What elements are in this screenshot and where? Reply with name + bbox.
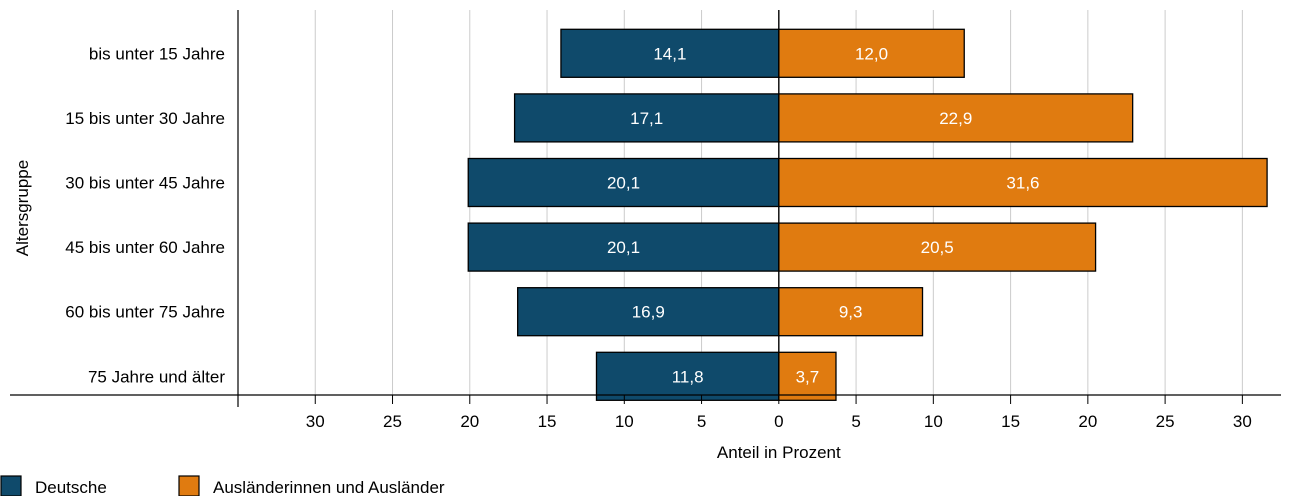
data-label: 20,1 [607,238,640,257]
x-tick-label: 10 [924,412,943,431]
x-tick-label: 5 [697,412,706,431]
bar-deutsche [517,287,780,337]
category-label: 60 bis unter 75 Jahre [65,303,225,322]
data-label: 22,9 [939,109,972,128]
axis-layer: bis unter 15 Jahre 15 bis unter 30 Jahre 3… [10,10,1281,431]
x-axis-title: Anteil in Prozent [717,443,841,462]
x-tick-label: 5 [851,412,860,431]
data-label: 17,1 [630,109,663,128]
category-label: 30 bis unter 45 Jahre [65,174,225,193]
x-tick-label: 15 [1001,412,1020,431]
bar-deutsche [595,351,780,401]
data-label: 16,9 [632,303,665,322]
data-label: 11,8 [672,367,704,386]
data-label: 14,1 [653,44,686,63]
bar-auslaender [778,351,837,401]
x-tick-label: 0 [774,412,783,431]
data-label: 9,3 [839,303,863,322]
x-tick-label: 25 [1156,412,1175,431]
x-tick-label: 30 [1233,412,1252,431]
legend: Deutsche Ausländerinnen und Ausländer [0,475,445,497]
data-label: 3,7 [796,367,820,386]
category-label: bis unter 15 Jahre [89,44,225,63]
x-tick-label: 20 [460,412,479,431]
bar-deutsche [560,28,780,78]
legend-label: Deutsche [35,478,107,496]
legend-swatch [178,475,200,497]
bar-auslaender [778,93,1134,143]
bar-deutsche [467,222,780,272]
bar-auslaender [778,222,1097,272]
legend-swatch [0,475,22,497]
data-label: 20,1 [607,174,640,193]
y-axis-title: Altersgruppe [13,160,32,256]
category-label: 15 bis unter 30 Jahre [65,109,225,128]
data-label: 12,0 [855,44,888,63]
x-tick-label: 25 [383,412,402,431]
x-tick-label: 30 [306,412,325,431]
x-tick-label: 15 [538,412,557,431]
bar-deutsche [467,157,780,208]
bars-layer: 14,1 17,1 20,1 20,1 16,9 11,8 12,0 22,9 31,6 20,5… [467,28,1268,401]
category-label: 45 bis unter 60 Jahre [65,238,225,257]
bar-auslaender [778,157,1268,208]
x-tick-label: 10 [615,412,634,431]
category-label: 75 Jahre und älter [88,367,225,386]
data-label: 20,5 [921,238,954,257]
bar-auslaender [778,28,965,78]
bar-deutsche [513,93,780,143]
legend-label: Ausländerinnen und Ausländer [213,478,445,496]
x-tick-label: 20 [1078,412,1097,431]
bar-auslaender [778,287,924,337]
data-label: 31,6 [1006,174,1039,193]
